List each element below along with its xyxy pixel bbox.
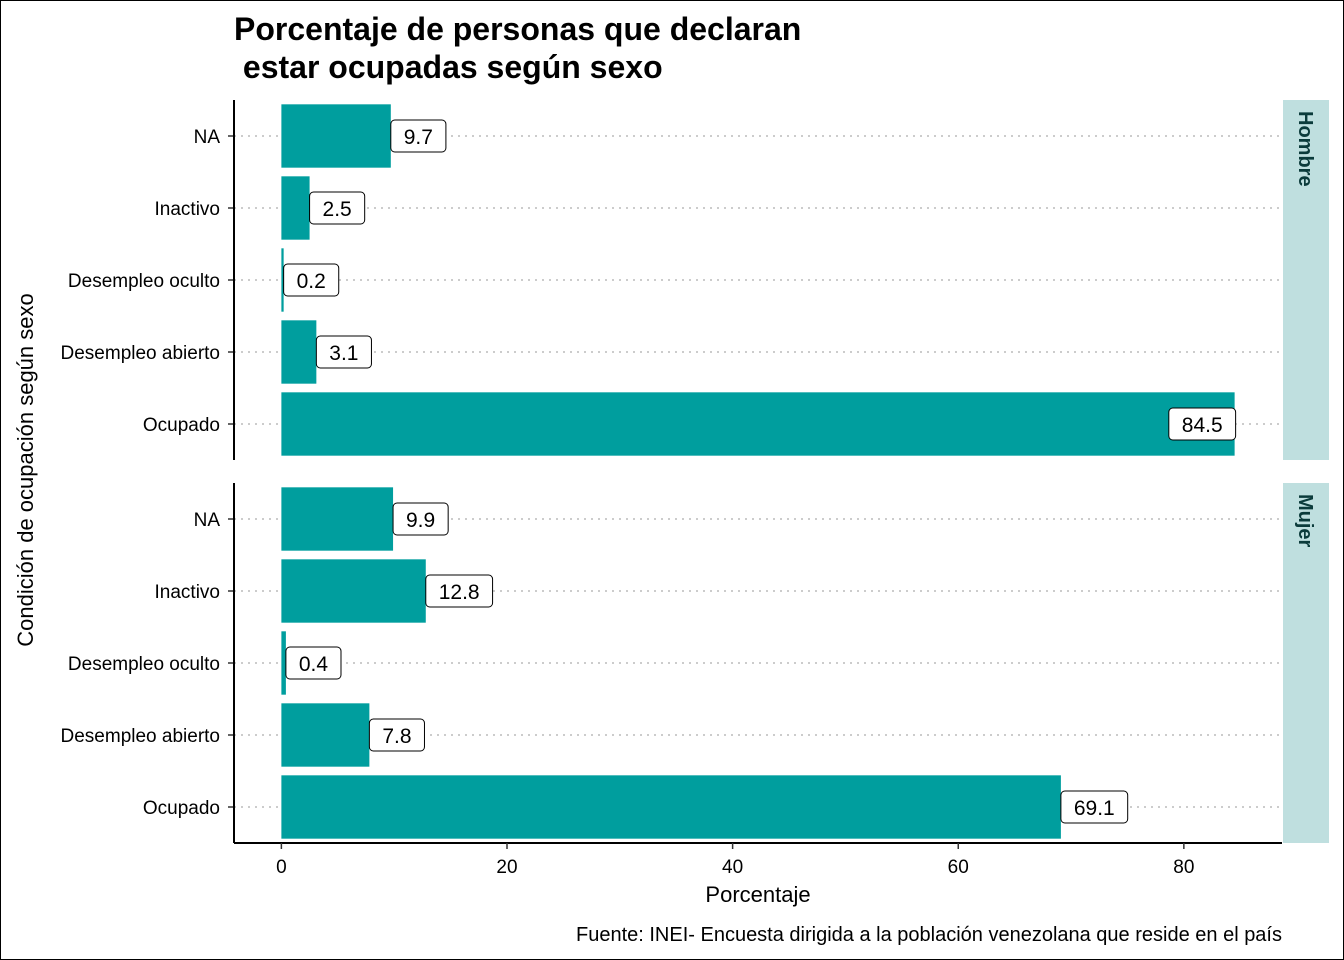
- x-tick-label: 0: [276, 857, 287, 878]
- bar: [281, 631, 286, 695]
- facet-strip: [1283, 100, 1329, 460]
- data-label: 0.2: [297, 270, 326, 293]
- chart-title-line-2: estar ocupadas según sexo: [234, 49, 663, 85]
- y-tick-label: Ocupado: [143, 415, 220, 436]
- plot-layer: NA 9.7 Inactivo 2.5 Desempleo oculto 0.2 Desem…: [61, 100, 1329, 878]
- y-tick-label: Desempleo oculto: [68, 271, 220, 292]
- data-label: 0.4: [299, 653, 329, 676]
- y-tick-label: Desempleo oculto: [68, 654, 220, 675]
- data-label: 3.1: [329, 342, 358, 365]
- chart-caption: Fuente: INEI- Encuesta dirigida a la pob…: [576, 924, 1282, 946]
- bar: [281, 487, 394, 551]
- bar: [281, 559, 426, 623]
- data-label-box: [1168, 407, 1237, 441]
- data-label: 7.8: [382, 725, 411, 748]
- data-label-box: [390, 119, 447, 153]
- y-tick-label: Inactivo: [155, 199, 220, 220]
- y-tick-label: Desempleo abierto: [61, 343, 220, 364]
- data-label: 9.9: [406, 509, 435, 532]
- bar: [281, 248, 284, 312]
- data-label-box: [368, 718, 425, 752]
- data-label: 2.5: [323, 198, 352, 221]
- x-axis-title: Porcentaje: [705, 882, 810, 907]
- data-label-box: [309, 191, 366, 225]
- bar: [281, 320, 317, 384]
- y-axis-title: Condición de ocupación según sexo: [13, 293, 38, 646]
- data-label-box: [283, 263, 340, 297]
- data-label-box: [1060, 790, 1129, 824]
- facet-strip-label: Hombre: [1294, 111, 1316, 187]
- facet-strip-label: Mujer: [1294, 494, 1316, 548]
- facet-panel-hombre: NA 9.7 Inactivo 2.5 Desempleo oculto 0.2 Desem…: [61, 100, 1329, 460]
- facet-panel-mujer: NA 9.9 Inactivo 12.8 Desempleo oculto 0.4 Dese…: [61, 483, 1329, 843]
- data-label: 12.8: [439, 581, 480, 604]
- x-tick-label: 20: [496, 857, 517, 878]
- data-label-box: [315, 335, 372, 369]
- bar: [281, 104, 391, 168]
- chart-title-line-1: Porcentaje de personas que declaran: [234, 11, 801, 47]
- data-label: 84.5: [1182, 414, 1223, 437]
- facet-strip: [1283, 483, 1329, 843]
- y-tick-label: Ocupado: [143, 798, 220, 819]
- data-label: 69.1: [1074, 797, 1115, 820]
- bar: [281, 703, 370, 767]
- bar: [281, 775, 1061, 839]
- data-label-box: [285, 646, 342, 680]
- x-tick-label: 80: [1173, 857, 1194, 878]
- y-tick-label: NA: [194, 127, 221, 148]
- x-tick-label: 40: [722, 857, 743, 878]
- data-label-box: [392, 502, 449, 536]
- data-label-box: [425, 574, 494, 608]
- y-tick-label: Desempleo abierto: [61, 726, 220, 747]
- bar: [281, 392, 1235, 456]
- y-tick-label: NA: [194, 510, 221, 531]
- y-tick-label: Inactivo: [155, 582, 220, 603]
- data-label: 9.7: [404, 126, 433, 149]
- bar: [281, 176, 310, 240]
- x-tick-label: 60: [948, 857, 969, 878]
